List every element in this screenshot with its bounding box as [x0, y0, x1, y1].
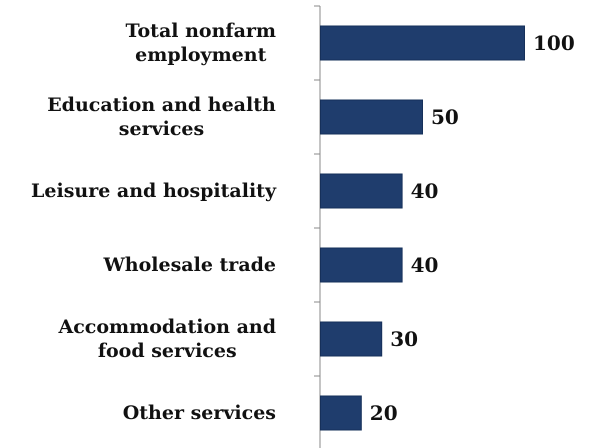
data-label: 100 [533, 31, 575, 55]
bar [320, 25, 525, 61]
category-label: Total nonfarm employment [126, 20, 276, 66]
axis-layer [314, 5, 321, 448]
category-label: Wholesale trade [102, 254, 276, 276]
category-label: Education and health services [47, 94, 276, 140]
category-label-line: services [119, 118, 204, 140]
category-label-line: Accommodation and [57, 316, 276, 338]
category-label-line: Wholesale trade [102, 254, 276, 276]
data-label: 50 [431, 105, 459, 129]
bar [320, 395, 362, 431]
category-label-line: Education and health [47, 94, 276, 116]
data-label: 20 [370, 401, 398, 425]
category-label-line: food services [98, 340, 237, 362]
category-label-line: Leisure and hospitality [31, 180, 277, 202]
bar [320, 247, 403, 283]
data-label: 40 [411, 253, 439, 277]
category-label-line: Total nonfarm [126, 20, 276, 42]
category-label: Accommodation and food services [57, 316, 276, 362]
bar [320, 99, 423, 135]
bars-layer [320, 25, 525, 431]
labels-layer: 100 Total nonfarm employment 50 Education an… [31, 20, 575, 425]
category-label: Other services [123, 402, 276, 424]
category-label-line: Other services [123, 402, 276, 424]
data-label: 30 [390, 327, 418, 351]
data-label: 40 [411, 179, 439, 203]
category-label-line: employment [135, 44, 266, 66]
bar [320, 321, 383, 357]
bar [320, 173, 403, 209]
category-label: Leisure and hospitality [31, 180, 277, 202]
